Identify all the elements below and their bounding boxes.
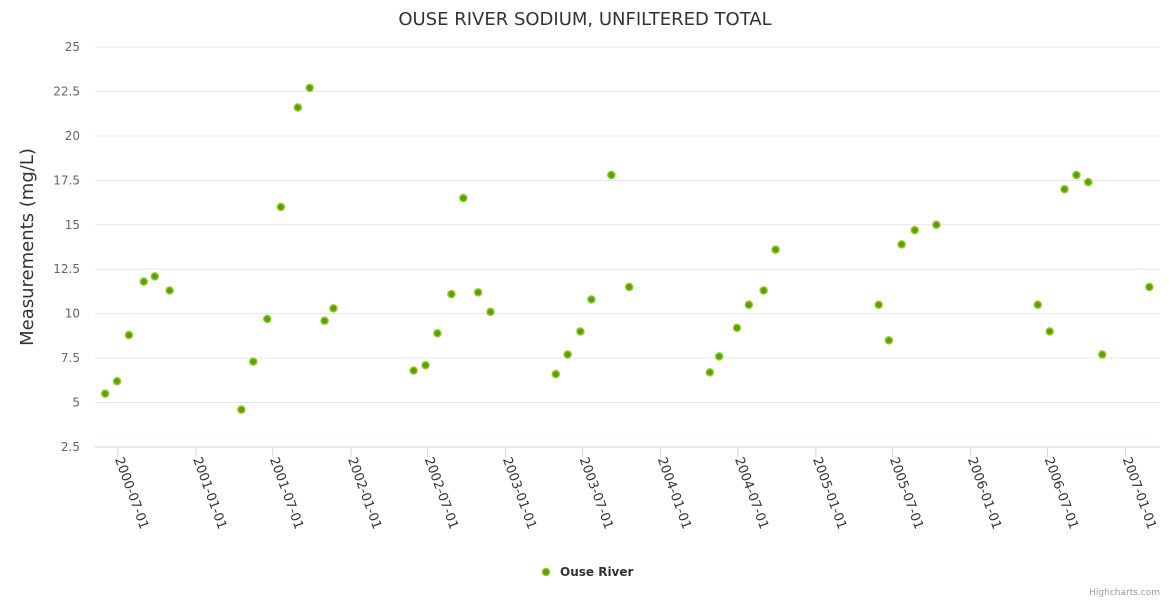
data-point[interactable]: [587, 295, 596, 304]
data-point[interactable]: [473, 288, 483, 297]
data-point[interactable]: [447, 289, 456, 299]
y-tick-label: 17.5: [53, 173, 80, 187]
x-tick-label: 2003-07-01: [576, 455, 616, 531]
x-tick-label: 2002-07-01: [421, 455, 461, 531]
data-point[interactable]: [551, 369, 561, 379]
data-point[interactable]: [1084, 177, 1093, 187]
y-tick-label: 12.5: [53, 262, 80, 276]
data-point[interactable]: [305, 83, 314, 93]
data-point[interactable]: [1072, 170, 1081, 180]
data-point[interactable]: [1145, 282, 1154, 292]
y-tick-label: 2.5: [61, 440, 80, 454]
y-tick-label: 7.5: [61, 351, 80, 365]
data-point[interactable]: [139, 277, 149, 286]
x-tick-label: 2006-07-01: [1041, 455, 1081, 531]
gridlines: [95, 46, 1160, 448]
legend[interactable]: Ouse River: [541, 565, 634, 579]
y-tick-label: 22.5: [53, 84, 80, 98]
data-point[interactable]: [433, 328, 442, 338]
data-point[interactable]: [249, 357, 258, 366]
data-point[interactable]: [486, 307, 495, 317]
data-point[interactable]: [932, 220, 941, 230]
data-point[interactable]: [1098, 350, 1107, 359]
data-point[interactable]: [165, 286, 174, 295]
x-tick-label: 2004-07-01: [731, 455, 771, 531]
data-point[interactable]: [329, 304, 338, 313]
data-point[interactable]: [100, 389, 110, 398]
data-point[interactable]: [874, 300, 883, 310]
data-point[interactable]: [112, 376, 122, 386]
data-point[interactable]: [421, 360, 430, 370]
data-point[interactable]: [910, 225, 920, 235]
y-tick-label: 15: [65, 218, 80, 232]
data-point[interactable]: [276, 202, 286, 212]
legend-item-ouse-river[interactable]: Ouse River: [560, 565, 634, 579]
y-axis-title: Measurements (mg/L): [17, 148, 38, 346]
data-point[interactable]: [1060, 184, 1069, 194]
y-tick-label: 25: [65, 40, 80, 54]
data-point[interactable]: [150, 272, 160, 281]
data-point[interactable]: [124, 330, 134, 340]
x-axis-ticks: 2000-07-01 2001-01-01 2001-07-01 2002-01-01…: [111, 447, 1159, 531]
x-tick-label: 2000-07-01: [111, 455, 151, 531]
data-point[interactable]: [759, 286, 768, 295]
x-tick-label: 2005-07-01: [886, 455, 926, 531]
chart-title: OUSE RIVER SODIUM, UNFILTERED TOTAL: [398, 9, 771, 30]
data-point[interactable]: [732, 323, 742, 333]
legend-marker: [541, 567, 551, 577]
x-tick-label: 2005-01-01: [809, 455, 849, 531]
data-point[interactable]: [576, 327, 585, 336]
x-tick-label: 2001-01-01: [189, 455, 229, 531]
y-axis-ticks: 2.5 5 7.5 10 12.5 15 17.5 20 22.5 25: [53, 40, 80, 454]
data-point[interactable]: [1045, 327, 1054, 336]
data-point[interactable]: [607, 170, 616, 180]
data-point[interactable]: [714, 352, 724, 361]
data-point[interactable]: [320, 316, 329, 326]
x-tick-label: 2002-01-01: [344, 455, 384, 531]
x-tick-label: 2001-07-01: [266, 455, 306, 531]
credits-link[interactable]: Highcharts.com: [1089, 588, 1160, 598]
data-point[interactable]: [897, 240, 906, 249]
y-tick-label: 5: [72, 396, 80, 410]
data-point[interactable]: [237, 405, 246, 414]
x-tick-label: 2007-01-01: [1119, 455, 1159, 531]
data-point[interactable]: [771, 245, 780, 254]
y-tick-label: 10: [65, 307, 80, 321]
data-point[interactable]: [263, 314, 272, 324]
series-ouse-river[interactable]: [100, 83, 1154, 414]
data-point[interactable]: [293, 103, 303, 112]
y-tick-label: 20: [65, 129, 80, 143]
data-point[interactable]: [884, 336, 894, 345]
data-point[interactable]: [409, 366, 418, 375]
x-tick-label: 2006-01-01: [964, 455, 1004, 531]
data-point[interactable]: [744, 300, 754, 310]
data-point[interactable]: [563, 350, 572, 359]
x-tick-label: 2003-01-01: [499, 455, 539, 531]
data-point[interactable]: [624, 282, 634, 292]
data-point[interactable]: [705, 368, 715, 377]
data-point[interactable]: [1033, 300, 1043, 310]
data-point[interactable]: [459, 193, 468, 203]
x-tick-label: 2004-01-01: [654, 455, 694, 531]
